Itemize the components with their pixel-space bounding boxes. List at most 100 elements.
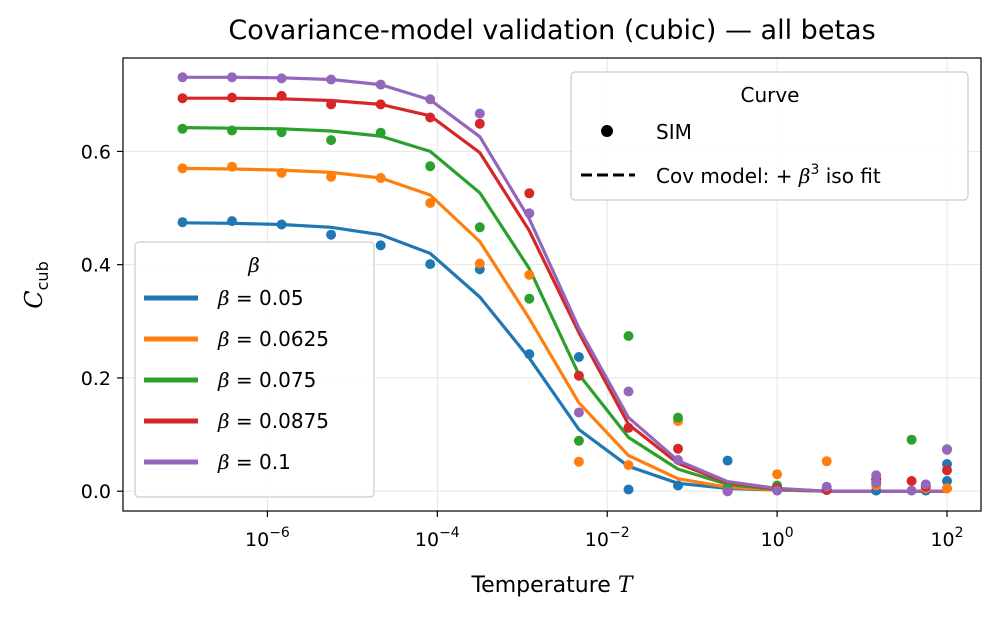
sim-point — [474, 258, 485, 269]
legend-model-prefix: Cov model: + — [656, 164, 799, 188]
sim-point — [942, 476, 952, 486]
legend-model-symbol: β — [798, 164, 811, 188]
sim-point — [942, 483, 952, 494]
sim-points — [177, 72, 952, 497]
sim-point — [573, 352, 584, 362]
legend-beta-symbol: β — [217, 450, 230, 474]
legend-model-label: Cov model: + β3 iso fit — [656, 162, 881, 188]
legend-beta-value: = 0.0875 — [230, 409, 329, 433]
sim-point — [326, 135, 337, 146]
legend-beta-symbol: β — [217, 286, 230, 310]
sim-point — [821, 481, 832, 492]
sim-point — [326, 74, 337, 85]
sim-point — [942, 465, 952, 476]
legend-sim-marker — [601, 125, 613, 137]
x-tick-exponent: −6 — [269, 525, 290, 541]
sim-point — [425, 161, 436, 172]
sim-point — [326, 99, 337, 110]
y-axis-label-sub: cub — [33, 261, 52, 290]
sim-point — [375, 173, 386, 183]
x-tick-exponent: −4 — [439, 525, 460, 541]
legend-sim-label: SIM — [656, 120, 692, 144]
y-tick-label: 0.2 — [81, 368, 111, 390]
y-axis-label-main: C — [20, 290, 48, 308]
legend-beta-box — [134, 241, 375, 498]
sim-point — [227, 125, 237, 136]
sim-point — [920, 479, 931, 490]
x-tick-base: 10 — [930, 529, 954, 551]
x-axis-ticks: 10−6 10−4 10−2 100 102 — [245, 511, 964, 551]
sim-point — [623, 422, 634, 433]
sim-point — [673, 455, 683, 465]
y-axis-label: Ccub — [20, 261, 52, 308]
sim-point — [227, 161, 237, 172]
sim-point — [524, 293, 535, 304]
sim-point — [177, 123, 188, 134]
y-tick-label: 0.6 — [81, 141, 111, 163]
sim-point — [871, 470, 882, 481]
sim-point — [524, 208, 535, 219]
x-tick-base: 10 — [761, 529, 785, 551]
sim-point — [722, 455, 733, 466]
sim-point — [177, 217, 188, 228]
sim-point — [524, 269, 535, 280]
sim-point — [326, 229, 337, 240]
x-tick-label: 10−2 — [585, 525, 630, 551]
sim-point — [227, 72, 237, 83]
x-tick-label: 10−4 — [415, 525, 460, 551]
y-tick-label: 0.4 — [81, 255, 111, 277]
sim-point — [227, 92, 237, 103]
sim-point — [673, 443, 683, 454]
x-tick-exponent: 2 — [955, 525, 964, 541]
sim-point — [772, 485, 783, 496]
legend-curve: Curve SIM Cov model: + β3 iso fit — [570, 71, 969, 201]
sim-point — [375, 240, 386, 251]
y-axis-ticks: 0.0 0.2 0.4 0.6 — [81, 141, 123, 503]
legend-beta-value: = 0.1 — [230, 450, 291, 474]
sim-point — [375, 79, 386, 90]
legend-beta-value: = 0.0625 — [230, 327, 329, 351]
x-tick-label: 100 — [761, 525, 794, 551]
legend-beta-label: β = 0.0875 — [217, 409, 329, 433]
legend-beta-label: β = 0.075 — [217, 368, 316, 392]
x-axis-label-symbol: T — [618, 573, 635, 598]
sim-point — [276, 219, 287, 230]
x-tick-exponent: −2 — [609, 525, 630, 541]
sim-point — [906, 434, 917, 445]
sim-point — [524, 349, 535, 360]
sim-point — [573, 370, 584, 381]
x-tick-label: 102 — [930, 525, 963, 551]
sim-point — [425, 198, 436, 208]
sim-point — [425, 112, 436, 123]
legend-curve-box — [570, 71, 969, 201]
sim-point — [375, 127, 386, 138]
sim-point — [177, 93, 188, 104]
sim-point — [573, 456, 584, 467]
sim-point — [942, 444, 952, 455]
sim-point — [227, 216, 237, 227]
sim-point — [177, 72, 188, 83]
sim-point — [326, 171, 337, 182]
sim-point — [425, 259, 436, 270]
legend-beta-value: = 0.05 — [230, 286, 304, 310]
legend-model-sup: 3 — [810, 162, 819, 178]
model-lines — [182, 75, 947, 493]
legend-beta-label: β = 0.05 — [217, 286, 304, 310]
x-axis-label: Temperature T — [470, 573, 634, 598]
x-axis-label-text: Temperature — [470, 573, 610, 598]
sim-point — [623, 386, 634, 397]
sim-point — [821, 456, 832, 467]
legend-curve-title: Curve — [740, 83, 799, 107]
legend-model-suffix: iso fit — [819, 164, 881, 188]
sim-point — [474, 118, 485, 129]
sim-point — [276, 127, 287, 138]
sim-point — [673, 480, 683, 491]
x-tick-base: 10 — [245, 529, 269, 551]
sim-point — [425, 94, 436, 105]
sim-point — [673, 412, 683, 423]
sim-point — [375, 99, 386, 110]
legend-beta-value: = 0.075 — [230, 368, 317, 392]
sim-point — [772, 469, 783, 480]
x-tick-base: 10 — [415, 529, 439, 551]
legend-beta-symbol: β — [217, 409, 230, 433]
